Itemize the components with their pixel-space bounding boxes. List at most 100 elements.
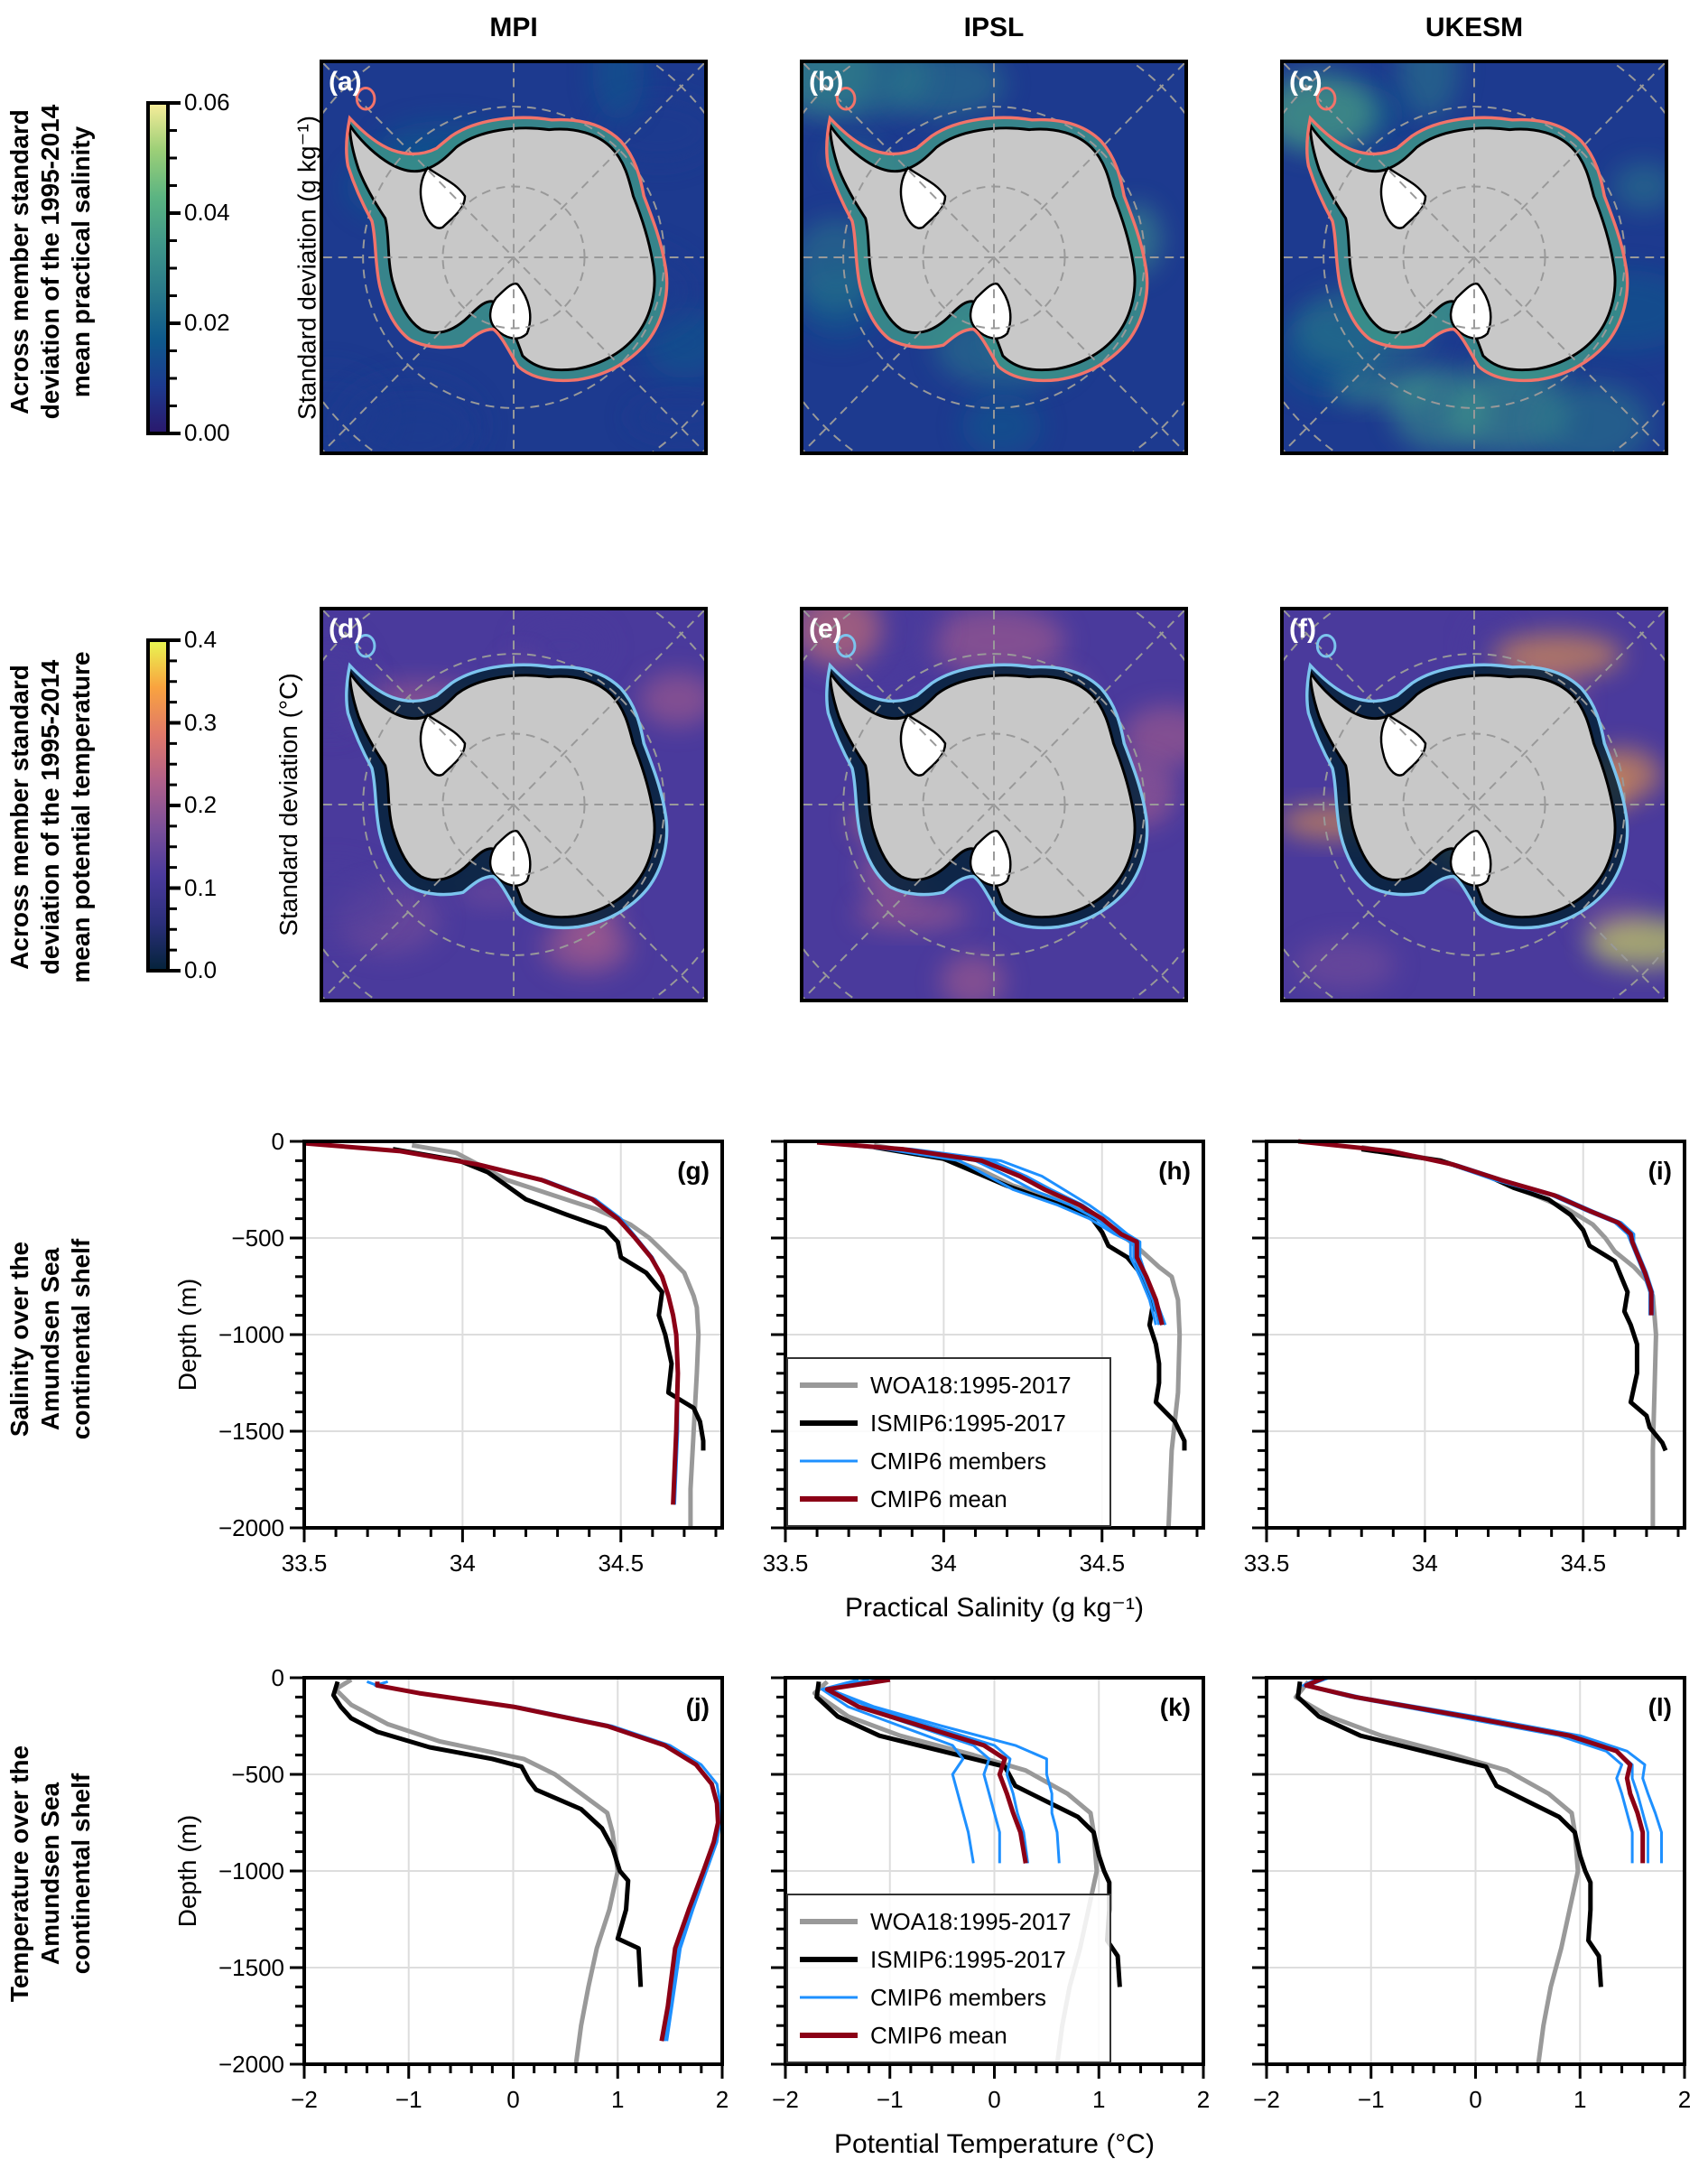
map-panel-c: (c): [1280, 60, 1668, 455]
ice-shelf: [419, 713, 467, 777]
series-line-cmip6-member-2: [1304, 1676, 1649, 1864]
field-anomaly: [1295, 938, 1397, 991]
series-line-woa18-1995-2017: [1360, 1144, 1658, 1528]
graticule-line: [1284, 610, 1665, 999]
ice-shelf: [899, 713, 947, 777]
ice-shelf: [899, 166, 947, 229]
panel-letter: (i): [1648, 1157, 1672, 1185]
colorbar-temperature: [146, 638, 181, 973]
field-anomaly: [1121, 705, 1184, 768]
series-line-cmip6-mean: [1304, 1675, 1646, 1864]
field-anomaly: [323, 863, 397, 937]
ice-shelf: [419, 166, 467, 229]
y-tick-label: −1500: [218, 1418, 284, 1445]
x-tick-label: −2: [291, 2086, 318, 2113]
colorbar-tick-label: 0.00: [184, 419, 230, 446]
x-tick-label: 33.5: [763, 1550, 809, 1577]
map-canvas: [803, 610, 1184, 999]
series-line-cmip6-mean: [1297, 1139, 1654, 1316]
colorbar-tick-label: 0.4: [184, 626, 218, 653]
field-anomaly: [803, 610, 882, 666]
y-tick-label: −500: [231, 1224, 284, 1252]
column-title-ipsl: IPSL: [963, 13, 1025, 42]
field-anomaly: [1612, 162, 1665, 211]
graticule-line: [803, 610, 1184, 999]
ice-shelf: [488, 283, 532, 340]
map-canvas: [323, 63, 704, 451]
field-anomaly: [542, 920, 631, 974]
field-anomaly: [803, 63, 931, 118]
x-tick-label: −1: [877, 2086, 904, 2113]
series-line-ismip6-1995-2017: [330, 1680, 644, 1987]
colorbar-tick-label: 0.06: [184, 88, 230, 116]
panel-letter: (d): [329, 614, 364, 644]
map-panel-f: (f): [1280, 607, 1668, 1002]
field-anomaly: [1586, 917, 1665, 968]
map-panel-b: (b): [800, 60, 1188, 455]
y-tick-label: −1000: [218, 1321, 284, 1348]
ice-shelf: [1379, 166, 1427, 229]
series-line-cmip6-member-3: [825, 1678, 1029, 1864]
series-line-cmip6-member-3: [816, 1140, 1164, 1326]
x-tick-label: 34.5: [1079, 1550, 1125, 1577]
series-line-woa18-1995-2017: [1293, 1680, 1581, 2065]
series-line-cmip6-member-2: [816, 1140, 1161, 1326]
legend-label: WOA18:1995-2017: [870, 1908, 1072, 1935]
x-tick-label: 2: [716, 2086, 729, 2113]
isobath-contour: [1305, 115, 1629, 383]
colorbar-salinity: [146, 101, 181, 435]
x-tick-label: 0: [506, 2086, 519, 2113]
x-tick-label: 34: [450, 1550, 476, 1577]
x-tick-label: 0: [988, 2086, 1000, 2113]
panel-letter: (h): [1158, 1157, 1191, 1185]
map-canvas: [1284, 610, 1665, 999]
series-line-ismip6-1995-2017: [1295, 1680, 1603, 1987]
series-line-cmip6-mean: [816, 1140, 1165, 1326]
x-tick-label: 33.5: [282, 1550, 328, 1577]
series-line-woa18-1995-2017: [333, 1677, 620, 2065]
panel-letter: (j): [686, 1693, 710, 1721]
map-canvas: [1284, 63, 1665, 451]
isobath-contour: [355, 87, 376, 111]
graticule-line: [1284, 63, 1665, 451]
isobath-contour: [345, 115, 669, 383]
series-line-cmip6-mean: [303, 1140, 681, 1505]
field-anomaly: [517, 619, 609, 674]
ice-shelf: [488, 830, 532, 888]
isobath-contour: [345, 662, 669, 930]
legend: WOA18:1995-2017 ISMIP6:1995-2017 CMIP6 mem…: [786, 1894, 1111, 2063]
series-line-cmip6-member-4: [816, 1140, 1157, 1326]
y-tick-label: −500: [231, 1761, 284, 1788]
field-anomaly: [592, 63, 645, 121]
colorbar-tick-label: 0.02: [184, 309, 230, 336]
ice-shelf: [1449, 283, 1492, 340]
panel-letter: (c): [1289, 67, 1323, 97]
series-line-cmip6-mean: [824, 1677, 1028, 1864]
graticule-line: [803, 63, 1184, 451]
x-tick-label: 34.5: [1560, 1550, 1606, 1577]
series-line-cmip6-member-1: [1297, 1140, 1655, 1316]
graticule-line: [323, 63, 704, 451]
ice-shelf: [969, 283, 1012, 340]
ice-shelf: [969, 830, 1012, 888]
y-tick-label: −1000: [218, 1857, 284, 1885]
profile-panel-k: −2 −1 0 1 2 Potential Temperature (°C) (k) WOA1…: [771, 1676, 1210, 2159]
y-tick-label: 0: [272, 1128, 284, 1155]
ice-shelf: [1379, 713, 1427, 777]
field-anomaly: [628, 397, 704, 437]
map-panel-a: (a): [320, 60, 708, 455]
panel-letter: (g): [677, 1157, 710, 1185]
x-tick-label: 2: [1197, 2086, 1210, 2113]
series-line-cmip6-member-1: [303, 1141, 680, 1505]
panel-letter: (l): [1648, 1693, 1672, 1721]
x-tick-label: 1: [611, 2086, 624, 2113]
x-tick-label: 0: [1469, 2086, 1481, 2113]
panel-letter: (a): [329, 67, 362, 97]
y-tick-label: −1500: [218, 1954, 284, 1981]
isobath-contour: [825, 662, 1149, 930]
series-line-cmip6-mean: [375, 1681, 720, 2042]
isobath-contour: [835, 87, 857, 111]
legend-label: ISMIP6:1995-2017: [870, 1946, 1066, 1973]
field-anomaly: [961, 394, 1042, 451]
